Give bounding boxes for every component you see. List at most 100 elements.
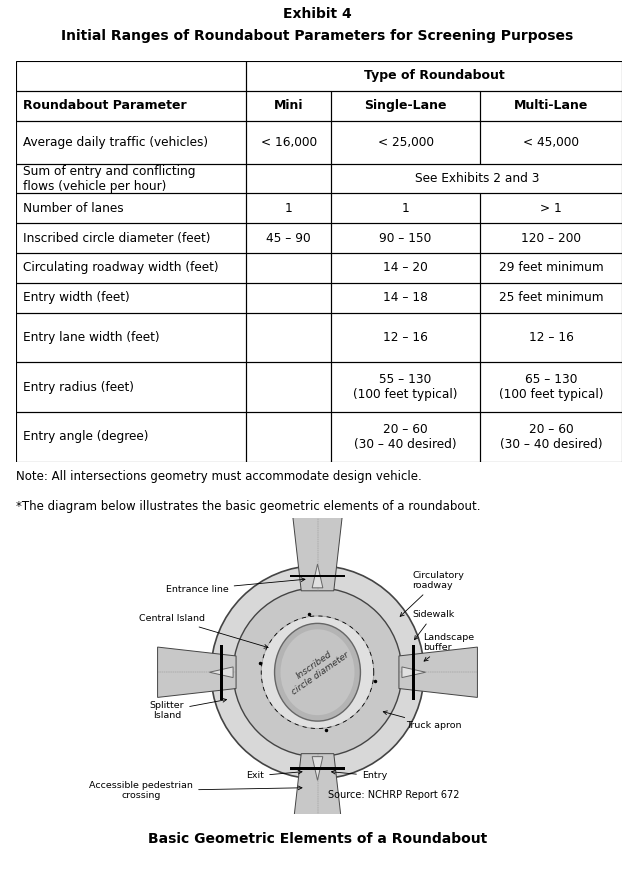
Bar	[246, 193, 331, 223]
Bar	[16, 253, 246, 283]
Text: 1: 1	[285, 202, 293, 215]
Text: Sum of entry and conflicting
flows (vehicle per hour): Sum of entry and conflicting flows (vehi…	[23, 165, 196, 192]
Bar	[16, 61, 246, 91]
Text: Entry: Entry	[331, 770, 387, 780]
Text: 65 – 130
(100 feet typical): 65 – 130 (100 feet typical)	[499, 373, 603, 402]
Ellipse shape	[261, 616, 374, 728]
Bar	[246, 120, 331, 164]
Bar	[480, 253, 622, 283]
Text: 1: 1	[401, 202, 410, 215]
Text: Number of lanes: Number of lanes	[23, 202, 124, 215]
Bar	[331, 223, 480, 253]
Polygon shape	[290, 767, 319, 770]
Text: Note: All intersections geometry must accommodate design vehicle.: Note: All intersections geometry must ac…	[16, 470, 422, 483]
Text: Exit: Exit	[246, 770, 302, 780]
Text: 120 – 200: 120 – 200	[521, 232, 581, 245]
Bar	[246, 313, 331, 362]
Bar	[331, 253, 480, 283]
Text: < 25,000: < 25,000	[377, 136, 434, 149]
Text: Roundabout Parameter: Roundabout Parameter	[23, 99, 187, 112]
Text: < 16,000: < 16,000	[261, 136, 317, 149]
Bar	[246, 412, 331, 462]
Bar	[16, 362, 246, 412]
Text: Entry angle (degree): Entry angle (degree)	[23, 430, 149, 443]
Text: 20 – 60
(30 – 40 desired): 20 – 60 (30 – 40 desired)	[500, 422, 603, 451]
Text: 12 – 16: 12 – 16	[383, 331, 428, 344]
Text: Landscape
buffer: Landscape buffer	[423, 633, 474, 661]
Polygon shape	[303, 575, 332, 577]
Ellipse shape	[211, 565, 424, 779]
Text: 14 – 20: 14 – 20	[383, 261, 428, 274]
Bar	[480, 362, 622, 412]
Bar	[480, 120, 622, 164]
Bar	[16, 313, 246, 362]
Text: 90 – 150: 90 – 150	[379, 232, 432, 245]
Polygon shape	[303, 767, 332, 770]
Polygon shape	[412, 664, 415, 693]
Text: Entrance line: Entrance line	[166, 577, 305, 594]
Bar	[246, 362, 331, 412]
Polygon shape	[412, 651, 415, 680]
Text: 55 – 130
(100 feet typical): 55 – 130 (100 feet typical)	[353, 373, 458, 402]
Polygon shape	[412, 671, 415, 700]
Polygon shape	[316, 575, 345, 577]
Text: Source: NCHRP Report 672: Source: NCHRP Report 672	[328, 790, 460, 800]
Polygon shape	[309, 575, 338, 577]
Text: 25 feet minimum: 25 feet minimum	[499, 291, 603, 304]
Polygon shape	[312, 564, 323, 588]
Bar	[16, 283, 246, 313]
Bar	[480, 193, 622, 223]
Polygon shape	[292, 753, 343, 832]
Polygon shape	[412, 645, 415, 674]
Bar	[331, 193, 480, 223]
Bar	[331, 164, 622, 193]
Polygon shape	[220, 645, 223, 674]
Bar	[16, 91, 246, 120]
Bar	[480, 223, 622, 253]
Text: Circulating roadway width (feet): Circulating roadway width (feet)	[23, 261, 219, 274]
Bar	[246, 223, 331, 253]
Polygon shape	[402, 667, 425, 678]
Text: See Exhibits 2 and 3: See Exhibits 2 and 3	[415, 172, 539, 185]
Text: < 45,000: < 45,000	[523, 136, 579, 149]
Text: 14 – 18: 14 – 18	[383, 291, 428, 304]
Text: Entry radius (feet): Entry radius (feet)	[23, 381, 134, 394]
Polygon shape	[220, 671, 223, 700]
Polygon shape	[309, 767, 338, 770]
Ellipse shape	[274, 624, 361, 721]
Polygon shape	[312, 757, 323, 780]
Text: 45 – 90: 45 – 90	[267, 232, 311, 245]
Text: Accessible pedestrian
crossing: Accessible pedestrian crossing	[90, 781, 302, 800]
Polygon shape	[292, 512, 343, 591]
Text: Exhibit 4: Exhibit 4	[283, 7, 352, 21]
Text: Sidewalk: Sidewalk	[412, 610, 455, 639]
Bar	[331, 362, 480, 412]
Bar	[246, 283, 331, 313]
Bar	[246, 91, 331, 120]
Text: Mini: Mini	[274, 99, 304, 112]
Text: 29 feet minimum: 29 feet minimum	[498, 261, 603, 274]
Polygon shape	[412, 658, 415, 687]
Bar	[480, 313, 622, 362]
Bar	[16, 120, 246, 164]
Text: Single-Lane: Single-Lane	[364, 99, 447, 112]
Bar	[480, 412, 622, 462]
Bar	[246, 253, 331, 283]
Bar	[331, 120, 480, 164]
Bar	[16, 412, 246, 462]
Ellipse shape	[233, 588, 402, 757]
Polygon shape	[290, 575, 319, 577]
Text: *The diagram below illustrates the basic geometric elements of a roundabout.: *The diagram below illustrates the basic…	[16, 500, 480, 513]
Text: Entry lane width (feet): Entry lane width (feet)	[23, 331, 160, 344]
Bar	[331, 91, 480, 120]
Bar	[246, 61, 622, 91]
Text: Entry width (feet): Entry width (feet)	[23, 291, 130, 304]
Polygon shape	[297, 767, 326, 770]
Text: Average daily traffic (vehicles): Average daily traffic (vehicles)	[23, 136, 208, 149]
Text: Circulatory
roadway: Circulatory roadway	[400, 571, 464, 617]
Bar	[331, 313, 480, 362]
Text: 12 – 16: 12 – 16	[528, 331, 573, 344]
Text: Multi-Lane: Multi-Lane	[514, 99, 588, 112]
Bar	[331, 283, 480, 313]
Text: Central Island: Central Island	[139, 614, 268, 648]
